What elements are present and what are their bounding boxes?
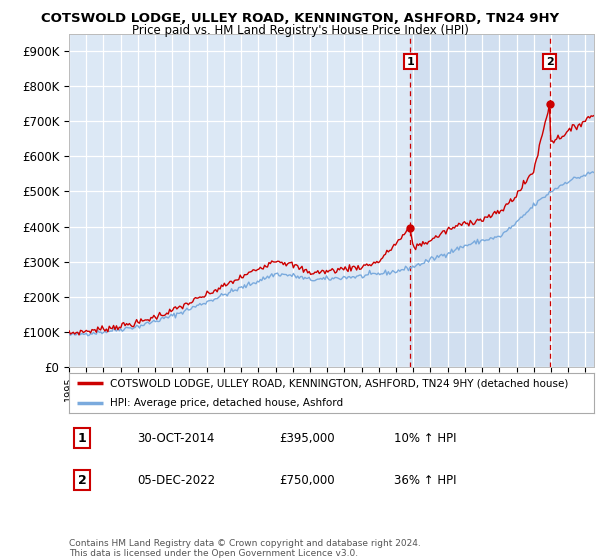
Bar — [410, 34, 594, 367]
Text: 05-DEC-2022: 05-DEC-2022 — [137, 474, 215, 487]
Text: 2: 2 — [546, 57, 553, 67]
Text: HPI: Average price, detached house, Ashford: HPI: Average price, detached house, Ashf… — [110, 398, 343, 408]
Text: 30-OCT-2014: 30-OCT-2014 — [137, 432, 215, 445]
Text: 10% ↑ HPI: 10% ↑ HPI — [395, 432, 457, 445]
Bar — [410, 34, 550, 367]
Text: Contains HM Land Registry data © Crown copyright and database right 2024.
This d: Contains HM Land Registry data © Crown c… — [69, 539, 421, 558]
Text: 1: 1 — [406, 57, 414, 67]
Text: COTSWOLD LODGE, ULLEY ROAD, KENNINGTON, ASHFORD, TN24 9HY: COTSWOLD LODGE, ULLEY ROAD, KENNINGTON, … — [41, 12, 559, 25]
Text: 1: 1 — [78, 432, 86, 445]
Text: Price paid vs. HM Land Registry's House Price Index (HPI): Price paid vs. HM Land Registry's House … — [131, 24, 469, 36]
Text: COTSWOLD LODGE, ULLEY ROAD, KENNINGTON, ASHFORD, TN24 9HY (detached house): COTSWOLD LODGE, ULLEY ROAD, KENNINGTON, … — [110, 379, 568, 389]
Text: £395,000: £395,000 — [279, 432, 335, 445]
Text: 2: 2 — [78, 474, 86, 487]
Text: 36% ↑ HPI: 36% ↑ HPI — [395, 474, 457, 487]
Text: £750,000: £750,000 — [279, 474, 335, 487]
